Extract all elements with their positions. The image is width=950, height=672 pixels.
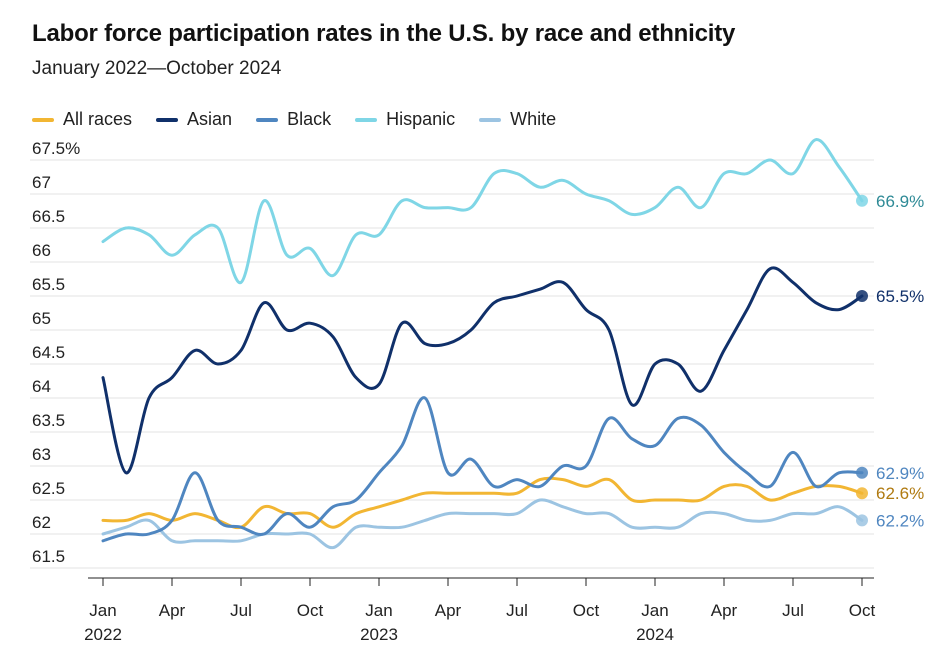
y-tick-label: 65.5 (32, 275, 65, 294)
x-tick-label: Oct (297, 601, 324, 620)
legend-swatch (355, 117, 378, 122)
chart-title: Labor force participation rates in the U… (32, 20, 736, 47)
y-tick-label: 66.5 (32, 207, 65, 226)
end-point-hispanic (856, 194, 868, 207)
end-label-black: 62.9% (876, 464, 924, 483)
y-tick-label: 64 (32, 377, 51, 396)
series-line-white (101, 498, 864, 550)
x-tick-label: Oct (849, 601, 876, 620)
legend-label: All races (63, 109, 133, 129)
series-lines (101, 138, 864, 550)
end-label-hispanic: 66.9% (876, 192, 924, 211)
legend-swatch (479, 117, 502, 122)
y-tick-label: 64.5 (32, 343, 65, 362)
chart-subtitle: January 2022—October 2024 (32, 58, 282, 79)
y-axis-ticks: 67.5% 67 66.5 66 65.5 65 64.5 64 63.5 63 62.5 62 61.… (32, 139, 80, 566)
y-tick-label: 63 (32, 445, 51, 464)
series-end-markers: 62.2% 62.6%62.9% 65.5% 66.9% (856, 192, 924, 530)
end-point-all-races (856, 487, 868, 500)
x-tick-label: Jul (782, 601, 804, 620)
x-tick-label: Jul (506, 601, 528, 620)
legend-label: Black (287, 109, 332, 129)
legend-label: Hispanic (386, 109, 456, 129)
legend-item-hispanic: Hispanic (355, 109, 455, 130)
end-label-asian: 65.5% (876, 287, 924, 306)
x-tick-year-label: 2024 (636, 625, 674, 644)
legend-swatch (156, 117, 179, 122)
x-tick-label: Apr (435, 601, 462, 620)
y-tick-label: 65 (32, 309, 51, 328)
x-tick-label: Apr (711, 601, 738, 620)
legend-item-all-races: All races (32, 109, 132, 130)
legend-swatch (256, 117, 279, 122)
x-tick-year-label: 2023 (360, 625, 398, 644)
legend-item-black: Black (256, 109, 331, 130)
gridlines (30, 159, 874, 569)
end-point-white (856, 514, 868, 527)
x-tick-label: Jan (641, 601, 668, 620)
legend-label: White (510, 109, 557, 129)
end-label-all-races: 62.6% (876, 484, 924, 503)
y-tick-label: 67 (32, 173, 51, 192)
end-label-white: 62.2% (876, 511, 924, 530)
y-tick-label: 62.5 (32, 479, 65, 498)
chart-legend: All races Asian Black Hispanic White (32, 109, 556, 130)
y-tick-label: 66 (32, 241, 51, 260)
legend-item-asian: Asian (156, 109, 232, 130)
x-tick-year-label: 2022 (84, 625, 122, 644)
x-tick-label: Apr (159, 601, 186, 620)
series-line-black (101, 396, 864, 543)
x-tick-label: Jul (230, 601, 252, 620)
series-line-asian (101, 266, 864, 475)
end-point-asian (856, 290, 868, 302)
legend-label: Asian (187, 109, 233, 129)
y-tick-label: 67.5% (32, 139, 80, 158)
legend-item-white: White (479, 109, 556, 130)
y-tick-label: 63.5 (32, 411, 65, 430)
legend-swatch (32, 117, 54, 122)
x-tick-label: Jan (89, 601, 116, 620)
x-tick-label: Jan (365, 601, 392, 620)
x-axis: Jan 2022 Apr Jul Oct Jan 2023 Apr Jul Oct Jan 2024 A… (84, 577, 876, 644)
end-point-black (856, 466, 868, 479)
y-tick-label: 62 (32, 513, 51, 532)
x-tick-label: Oct (573, 601, 600, 620)
y-tick-label: 61.5 (32, 547, 65, 566)
series-line-hispanic (101, 138, 864, 284)
